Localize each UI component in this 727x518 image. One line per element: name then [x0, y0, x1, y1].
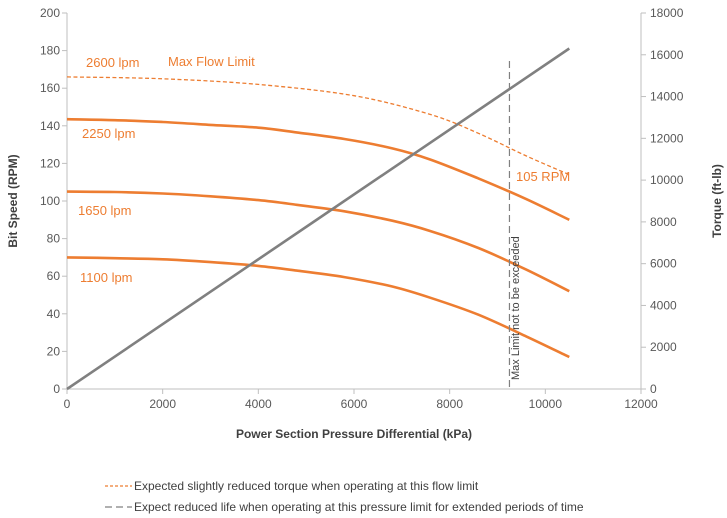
- legend-text-flow-limit: Expected slightly reduced torque when op…: [134, 479, 479, 493]
- x-axis-title: Power Section Pressure Differential (kPa…: [236, 427, 472, 441]
- legend-text-pressure-limit: Expect reduced life when operating at th…: [134, 500, 584, 514]
- y2-tick-label: 18000: [650, 6, 684, 20]
- y2-tick-label: 8000: [650, 215, 677, 229]
- x-tick-label: 8000: [436, 397, 463, 411]
- x-tick-label: 2000: [149, 397, 176, 411]
- x-tick-label: 0: [64, 397, 71, 411]
- y2-tick-label: 12000: [650, 131, 684, 145]
- y-tick-label: 180: [40, 44, 60, 58]
- y-tick-label: 160: [40, 81, 60, 95]
- y-tick-label: 200: [40, 6, 60, 20]
- y2-axis-title: Torque (ft-lb): [710, 164, 724, 238]
- series-torque: [66, 47, 571, 391]
- x-tick-label: 4000: [245, 397, 272, 411]
- series-layer: [66, 47, 571, 391]
- y2-tick-label: 0: [650, 382, 657, 396]
- y-tick-label: 100: [40, 194, 60, 208]
- series-1650-lpm: [66, 190, 570, 293]
- label-2250-lpm: 2250 lpm: [82, 126, 135, 141]
- y2-tick-label: 4000: [650, 298, 677, 312]
- y2-tick-label: 16000: [650, 48, 684, 62]
- legend: Expected slightly reduced torque when op…: [105, 479, 584, 514]
- x-tick-label: 10000: [529, 397, 563, 411]
- y-tick-label: 60: [47, 269, 61, 283]
- y2-tick-label: 2000: [650, 340, 677, 354]
- y-tick-label: 120: [40, 156, 60, 170]
- y-tick-label: 40: [47, 307, 61, 321]
- label-2600-lpm: 2600 lpm: [86, 55, 139, 70]
- label-1100-lpm: 1100 lpm: [80, 270, 133, 285]
- y2-tick-label: 6000: [650, 257, 677, 271]
- y2-tick-label: 14000: [650, 90, 684, 104]
- y2-tick-label: 10000: [650, 173, 684, 187]
- y-tick-label: 20: [47, 344, 61, 358]
- vline-label: Max Limit not to be exceeded: [510, 236, 522, 380]
- series-1100-lpm: [66, 256, 570, 359]
- label-1650-lpm: 1650 lpm: [78, 203, 131, 218]
- series-2600-lpm: [66, 76, 570, 176]
- y-tick-label: 0: [53, 382, 60, 396]
- y-tick-label: 80: [47, 232, 61, 246]
- axes: 0204060801001201401601802000200040006000…: [40, 6, 684, 411]
- x-tick-label: 6000: [341, 397, 368, 411]
- label-max-flow-limit: Max Flow Limit: [168, 54, 255, 69]
- y-tick-label: 140: [40, 119, 60, 133]
- series-2250-lpm: [66, 117, 570, 221]
- x-tick-label: 12000: [624, 397, 658, 411]
- label-105-rpm: 105 RPM: [516, 169, 570, 184]
- y-axis-title: Bit Speed (RPM): [6, 154, 20, 247]
